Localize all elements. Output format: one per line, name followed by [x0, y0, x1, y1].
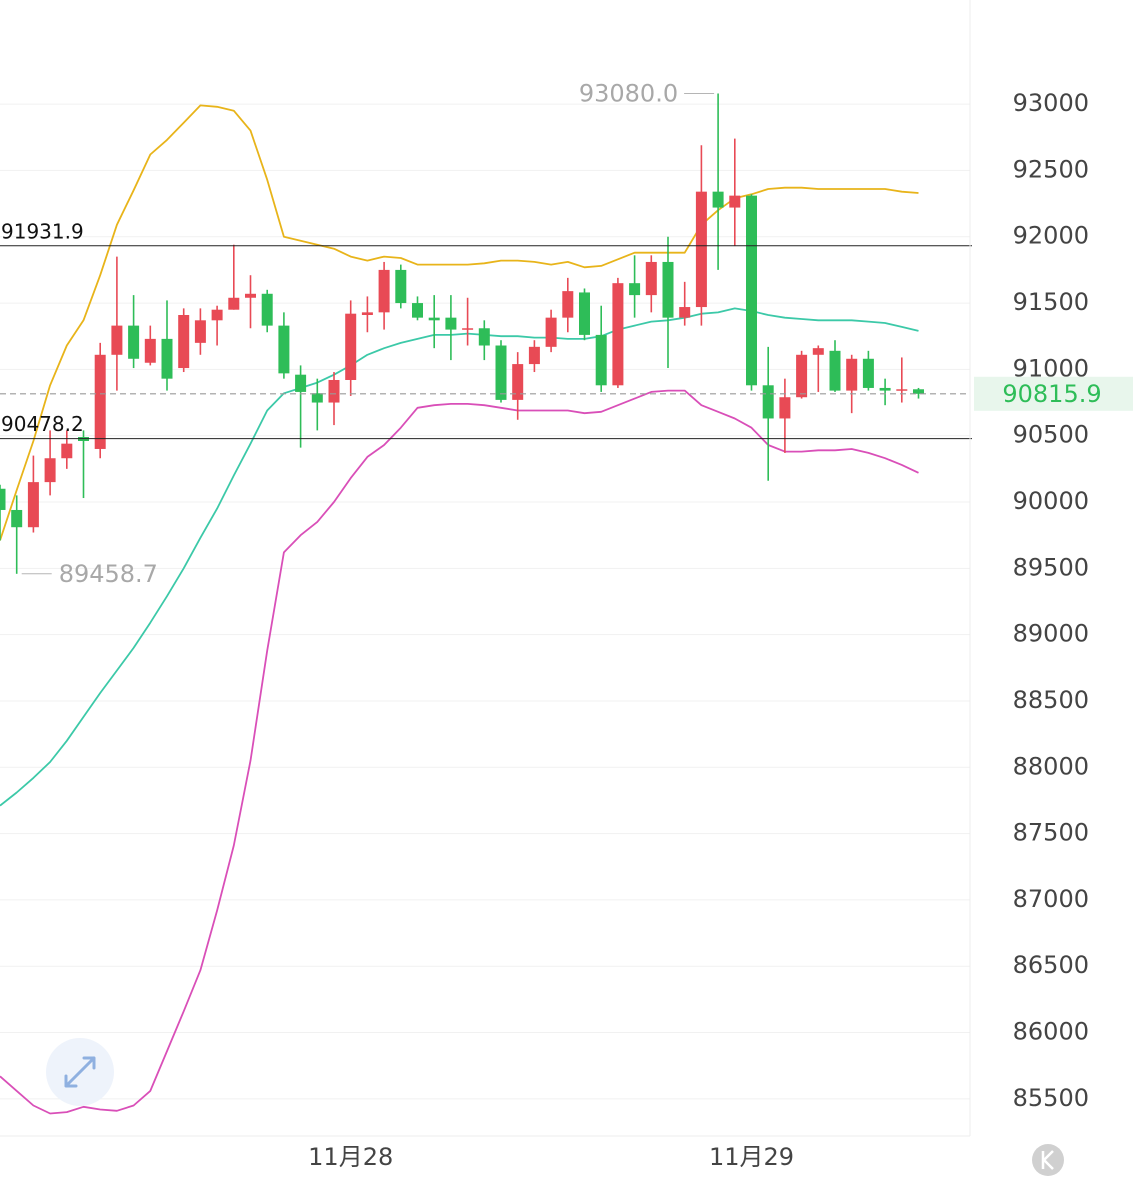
- y-tick-label: 86000: [1013, 1018, 1089, 1046]
- candle-body: [528, 346, 540, 365]
- candle-body: [695, 191, 707, 308]
- candle-body: [94, 354, 106, 449]
- candle-body: [328, 379, 340, 403]
- candle-body: [812, 348, 824, 355]
- candle-body: [562, 291, 574, 318]
- candle-body: [779, 397, 791, 419]
- candle-body: [128, 325, 140, 359]
- y-tick-label: 89000: [1013, 620, 1089, 648]
- candle-body: [361, 312, 373, 316]
- candle-body: [679, 307, 691, 318]
- overlay-layer: [0, 104, 919, 1115]
- y-tick-label: 87500: [1013, 819, 1089, 847]
- candle-body: [11, 509, 23, 528]
- last-price-box: [974, 376, 1133, 411]
- y-tick-label: 92000: [1013, 222, 1089, 250]
- y-tick-label: 88500: [1013, 686, 1089, 714]
- candle-body: [27, 482, 39, 528]
- candle-body: [595, 334, 607, 386]
- candle-layer: [0, 93, 924, 574]
- candle-body: [896, 389, 908, 391]
- candle-body: [228, 297, 240, 310]
- y-tick-label: 89500: [1013, 553, 1089, 581]
- candle-body: [712, 191, 724, 208]
- k-button-bg[interactable]: [1032, 1144, 1064, 1176]
- y-tick-label: 86500: [1013, 951, 1089, 979]
- candle-body: [61, 443, 73, 459]
- candle-body: [462, 328, 474, 330]
- candle-body: [295, 374, 307, 392]
- candle-body: [796, 354, 808, 398]
- candle-body: [478, 328, 490, 346]
- candle-body: [729, 195, 741, 208]
- candle-body: [345, 313, 357, 380]
- candle-body: [545, 317, 557, 347]
- band-line: [0, 307, 919, 807]
- candle-body: [144, 338, 156, 363]
- candle-body: [495, 345, 507, 400]
- candle-body: [245, 293, 256, 298]
- price-line-label: 90478.2: [1, 412, 84, 436]
- candle-body: [645, 261, 657, 296]
- expand-button[interactable]: [46, 1038, 114, 1106]
- y-tick-label: 91500: [1013, 288, 1089, 316]
- candle-body: [211, 309, 223, 321]
- candle-body: [378, 269, 390, 313]
- y-tick-label: 93000: [1013, 89, 1089, 117]
- y-tick-label: 85500: [1013, 1084, 1089, 1112]
- candle-body: [829, 350, 841, 391]
- x-tick-label: 11月29: [709, 1143, 794, 1171]
- candle-body: [178, 315, 190, 369]
- y-tick-label: 87000: [1013, 885, 1089, 913]
- candle-body: [428, 317, 440, 321]
- candle-body: [662, 261, 674, 318]
- x-tick-label: 11月28: [308, 1143, 393, 1171]
- last-price-label: 90815.9: [1002, 380, 1101, 408]
- y-tick-label: 90500: [1013, 421, 1089, 449]
- candle-body: [579, 292, 590, 335]
- y-tick-label: 88000: [1013, 752, 1089, 780]
- candle-body: [194, 320, 206, 343]
- candle-body: [161, 338, 173, 379]
- candle-body: [862, 358, 874, 388]
- candle-body: [44, 458, 56, 483]
- candle-body: [412, 303, 423, 318]
- candle-body: [261, 293, 273, 326]
- candle-body: [278, 325, 290, 374]
- k-icon: [1041, 1150, 1054, 1170]
- candle-body: [0, 488, 6, 510]
- candle-body: [512, 364, 524, 400]
- candle-body: [612, 283, 624, 386]
- candle-body: [629, 283, 641, 296]
- candle-body: [111, 325, 123, 355]
- candle-body: [879, 387, 891, 391]
- high-annotation-label: 93080.0: [579, 80, 678, 108]
- band-line: [0, 389, 919, 1115]
- y-tick-label: 90000: [1013, 487, 1089, 515]
- candle-body: [311, 393, 323, 403]
- y-tick-label: 92500: [1013, 155, 1089, 183]
- candle-body: [762, 385, 774, 419]
- band-line: [0, 104, 919, 541]
- candle-body: [395, 269, 407, 304]
- label-layer: 85500 86000 86500 87000 87500 88000 88500 89000…: [0, 80, 1133, 1171]
- low-annotation-label: 89458.7: [59, 560, 158, 588]
- k-button[interactable]: [1032, 1144, 1064, 1176]
- candle-body: [846, 358, 858, 391]
- candle-body: [445, 317, 457, 330]
- expand-icon: [64, 1056, 96, 1088]
- candle-body: [746, 195, 757, 386]
- candle-body: [913, 389, 924, 394]
- price-line-label: 91931.9: [1, 219, 84, 243]
